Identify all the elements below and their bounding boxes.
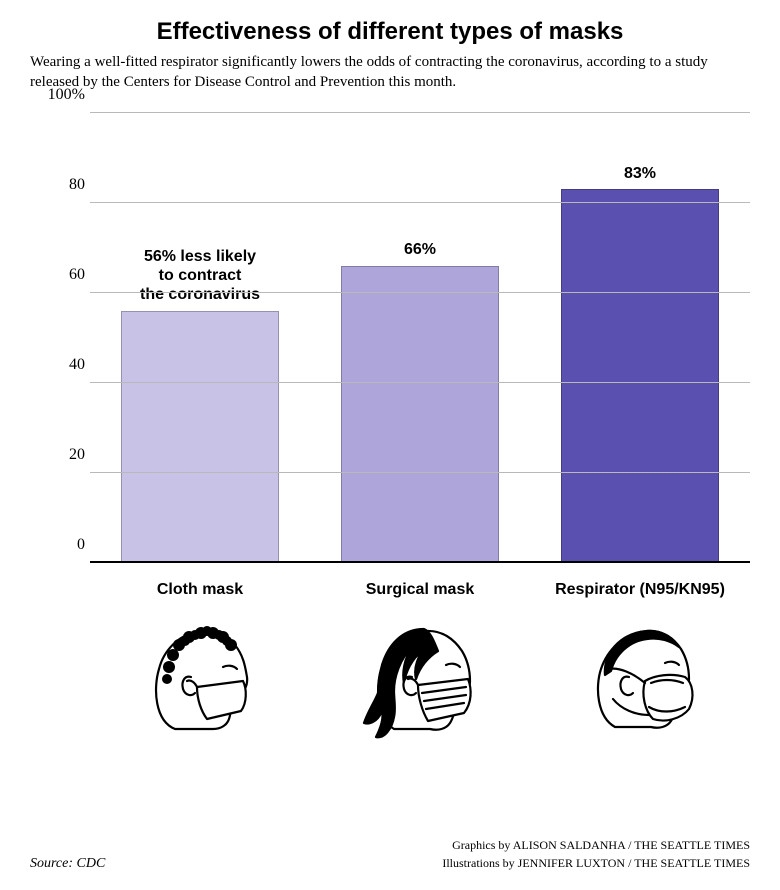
gridline (90, 292, 750, 293)
plot-area: 56% less likely to contract the coronavi… (90, 113, 750, 563)
credits: Graphics by ALISON SALDANHA / THE SEATTL… (442, 836, 750, 872)
y-tick-label: 100% (40, 86, 85, 104)
x-axis-label: Respirator (N95/KN95) (530, 581, 750, 599)
chart-subtitle: Wearing a well-fitted respirator signifi… (30, 52, 750, 93)
baseline (90, 561, 750, 563)
respirator-mask-illustration-cell (530, 611, 750, 746)
bar-slot: 83% (530, 113, 750, 563)
cloth-mask-illustration (135, 611, 265, 741)
gridline (90, 472, 750, 473)
y-tick-label: 0 (40, 536, 85, 554)
y-tick-label: 40 (40, 356, 85, 374)
footer: Source: CDC Graphics by ALISON SALDANHA … (30, 856, 750, 872)
surgical-mask-illustration-cell (310, 611, 530, 746)
credits-line-1: Graphics by ALISON SALDANHA / THE SEATTL… (442, 836, 750, 854)
cloth-mask-illustration-cell (90, 611, 310, 746)
surgical-mask-illustration (350, 611, 490, 746)
bar (341, 266, 499, 563)
respirator-mask-illustration (575, 611, 705, 741)
gridline (90, 112, 750, 113)
bar (121, 311, 279, 563)
gridline (90, 202, 750, 203)
bar-chart: 56% less likely to contract the coronavi… (40, 113, 750, 593)
x-axis-label: Cloth mask (90, 581, 310, 599)
x-axis-label: Surgical mask (310, 581, 530, 599)
y-tick-label: 20 (40, 446, 85, 464)
credits-line-2: Illustrations by JENNIFER LUXTON / THE S… (442, 854, 750, 872)
x-axis-labels: Cloth maskSurgical maskRespirator (N95/K… (90, 581, 750, 599)
bar-value-label: 83% (420, 164, 780, 183)
illustrations-row (90, 611, 750, 746)
bar-slot: 56% less likely to contract the coronavi… (90, 113, 310, 563)
chart-title: Effectiveness of different types of mask… (30, 18, 750, 46)
bars-container: 56% less likely to contract the coronavi… (90, 113, 750, 563)
y-tick-label: 80 (40, 176, 85, 194)
gridline (90, 382, 750, 383)
y-tick-label: 60 (40, 266, 85, 284)
bar (561, 189, 719, 563)
